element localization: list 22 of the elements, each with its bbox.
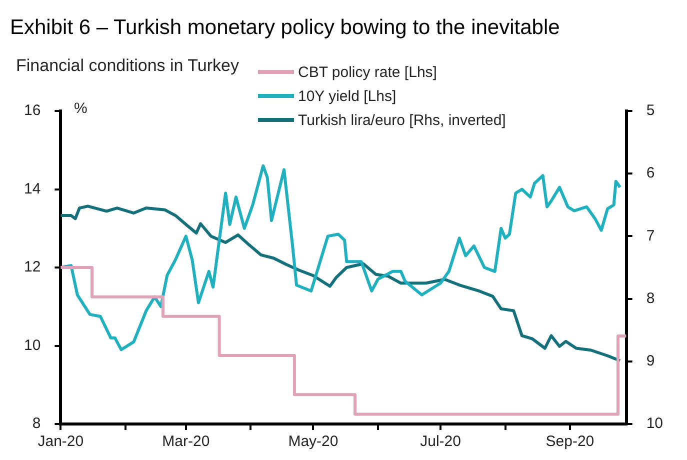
y-tick-label: 8 [32, 415, 41, 432]
x-tick-label: Jul-20 [420, 433, 461, 450]
y2-tick-label: 7 [646, 227, 655, 244]
y2-tick-label: 8 [646, 290, 655, 307]
chart-title: Exhibit 6 – Turkish monetary policy bowing to the inevitable [10, 16, 560, 40]
y-tick-label: 16 [24, 102, 41, 120]
y2-tick-label: 6 [646, 164, 655, 182]
y2-tick-label: 5 [646, 102, 655, 120]
legend-label: CBT policy rate [Lhs] [298, 64, 437, 80]
y-tick-label: 14 [24, 180, 41, 198]
y-tick-label: 12 [24, 258, 41, 276]
y-tick-label: 10 [24, 336, 41, 354]
legend-label: Turkish lira/euro [Rhs, inverted] [298, 112, 506, 128]
y2-tick-label: 10 [646, 415, 664, 432]
y-axis-title: % [74, 100, 88, 117]
x-tick-label: Mar-20 [162, 433, 210, 450]
y2-tick-label: 9 [646, 352, 655, 370]
x-tick-label: Jan-20 [38, 433, 84, 450]
chart-subtitle: Financial conditions in Turkey [16, 56, 240, 76]
legend-label: 10Y yield [Lhs] [298, 88, 396, 104]
x-tick-label: Sep-20 [546, 433, 594, 450]
x-tick-label: May-20 [288, 433, 338, 450]
